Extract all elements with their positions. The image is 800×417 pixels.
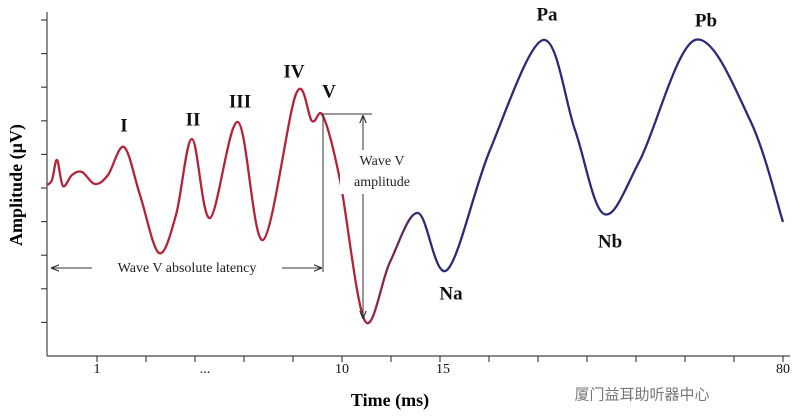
y-axis-label: Amplitude (µV) bbox=[6, 124, 27, 246]
peak-label: III bbox=[229, 91, 251, 112]
latency-label: Wave V absolute latency bbox=[118, 261, 257, 276]
label-bg bbox=[340, 150, 424, 194]
peak-label: Pa bbox=[536, 4, 558, 25]
amplitude-label: amplitude bbox=[354, 175, 410, 190]
peak-label: Nb bbox=[598, 231, 622, 252]
amplitude-label: Wave V bbox=[360, 154, 405, 169]
waveform bbox=[46, 38, 785, 325]
x-tick-label: 15 bbox=[436, 362, 450, 377]
x-tick-label: 1 bbox=[94, 362, 101, 377]
watermark: 厦门益耳助听器中心 bbox=[574, 386, 709, 404]
peak-label: IV bbox=[283, 61, 304, 82]
peak-label: II bbox=[186, 109, 201, 130]
x-tick-label: 10 bbox=[335, 362, 349, 377]
peak-label: V bbox=[322, 81, 336, 102]
x-tick-label: ... bbox=[200, 362, 211, 377]
label-bg bbox=[92, 258, 282, 278]
x-axis-label: Time (ms) bbox=[351, 390, 429, 411]
peak-label: Na bbox=[439, 283, 463, 304]
peak-label: I bbox=[120, 115, 127, 136]
x-tick-label: 80 bbox=[776, 362, 790, 377]
peak-label: Pb bbox=[695, 10, 717, 31]
